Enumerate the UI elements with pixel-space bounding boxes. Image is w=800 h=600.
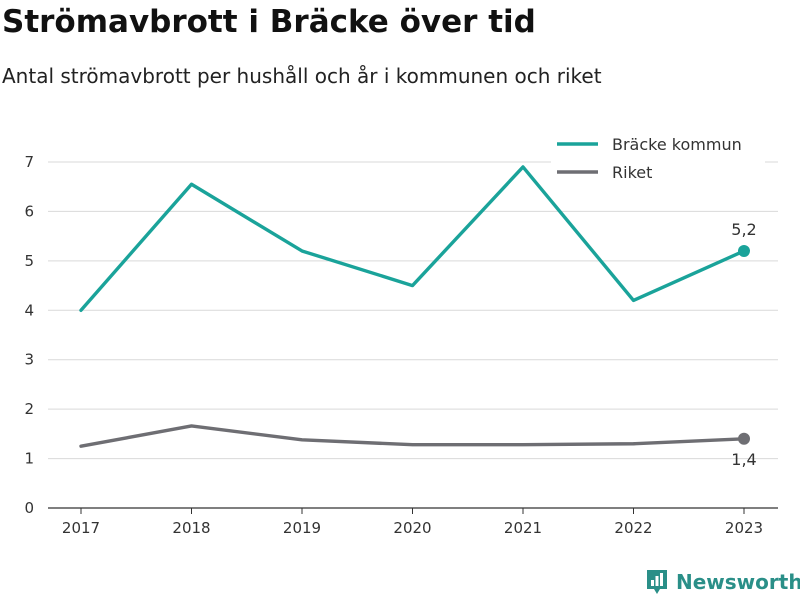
legend: Bräcke kommun Riket	[551, 128, 765, 188]
series-end-point-1	[738, 432, 750, 445]
axes: 0 1 2 3 4 5 6 7 2017 2018 2019 2020 2021 2022 2023	[24, 153, 778, 537]
legend-background	[551, 128, 765, 188]
series-lines	[79, 165, 750, 448]
y-tick-label: 4	[24, 301, 34, 319]
y-tick-label: 1	[24, 450, 34, 468]
legend-label-0: Bräcke kommun	[612, 135, 742, 154]
x-tick-label: 2023	[725, 519, 763, 537]
x-tick-label: 2017	[62, 519, 100, 537]
data-label-1: 1,4	[731, 450, 756, 469]
x-tick-label: 2020	[393, 519, 431, 537]
brand-name: Newsworthy	[676, 570, 800, 594]
x-tick-label: 2018	[172, 519, 210, 537]
y-tick-label: 3	[24, 351, 34, 369]
gridlines	[48, 161, 778, 460]
newsworthy-icon	[647, 570, 667, 594]
y-tick-label: 7	[24, 153, 34, 171]
y-tick-label: 2	[24, 400, 34, 418]
chart-subtitle: Antal strömavbrott per hushåll och år i …	[2, 64, 602, 88]
newsworthy-logo: Newsworthy	[645, 568, 800, 596]
legend-label-1: Riket	[612, 163, 652, 182]
y-tick-label: 6	[24, 202, 34, 220]
chart-title: Strömavbrott i Bräcke över tid	[2, 4, 536, 40]
x-tick-label: 2021	[504, 519, 542, 537]
data-labels: 5,2 1,4	[731, 220, 756, 469]
y-tick-label: 0	[24, 499, 34, 517]
x-tick-label: 2022	[614, 519, 652, 537]
series-line-1	[79, 424, 746, 448]
data-label-0: 5,2	[731, 220, 756, 239]
y-tick-label: 5	[24, 252, 34, 270]
series-end-point-0	[738, 244, 750, 257]
x-tick-label: 2019	[283, 519, 321, 537]
series-line-0	[79, 165, 746, 312]
